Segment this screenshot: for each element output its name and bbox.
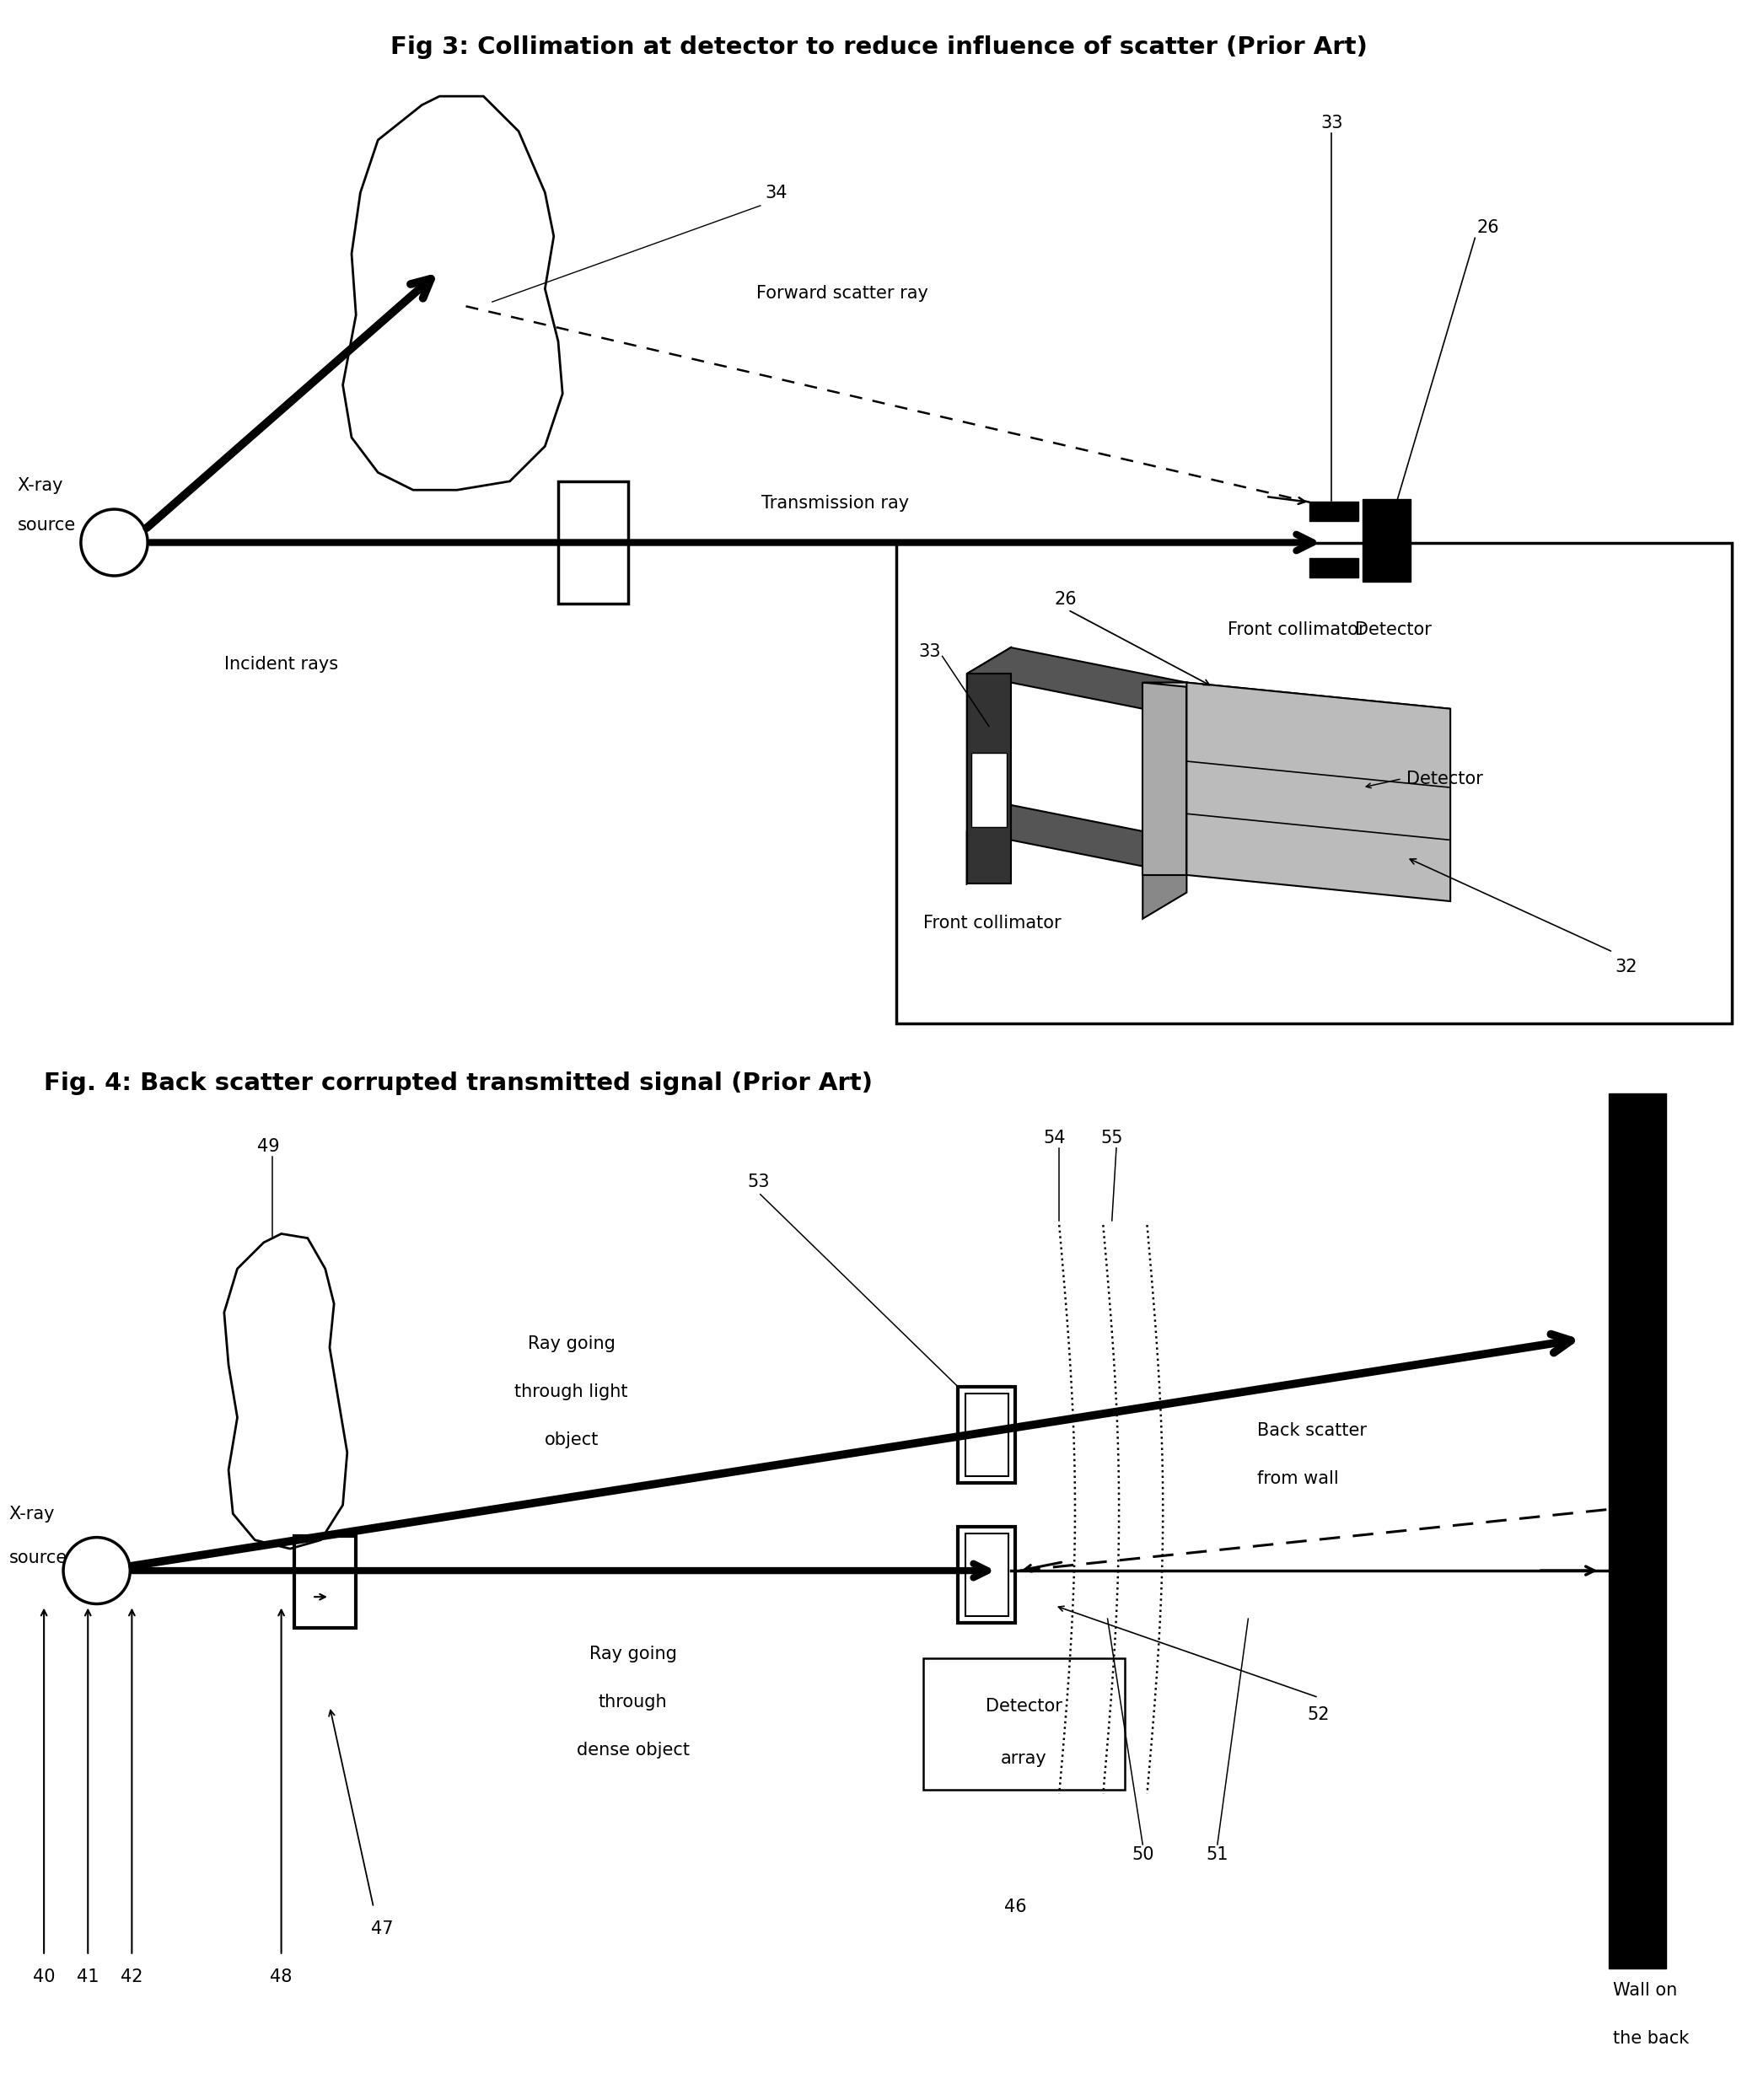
- Text: object: object: [545, 1432, 598, 1449]
- Text: 52: 52: [1308, 1705, 1329, 1724]
- Bar: [965, 1394, 1009, 1476]
- Text: 26: 26: [1477, 218, 1500, 237]
- Text: Ray going: Ray going: [589, 1646, 677, 1663]
- Polygon shape: [967, 647, 1187, 710]
- Text: 34: 34: [765, 185, 788, 202]
- Text: 53: 53: [747, 1174, 770, 1191]
- Text: Detector: Detector: [1355, 622, 1431, 638]
- Text: source: source: [18, 517, 76, 533]
- Polygon shape: [1143, 682, 1187, 920]
- Text: Front collimator: Front collimator: [923, 914, 1060, 930]
- Text: Detector: Detector: [986, 1697, 1062, 1716]
- Bar: [958, 1386, 1016, 1483]
- Text: array: array: [1000, 1749, 1048, 1768]
- Polygon shape: [1143, 682, 1450, 710]
- Bar: [965, 1533, 1009, 1617]
- Text: 41: 41: [77, 1970, 98, 1987]
- Text: X-ray: X-ray: [9, 1506, 54, 1523]
- Bar: [1609, 1094, 1667, 1970]
- Text: Back scatter: Back scatter: [1257, 1422, 1366, 1439]
- Bar: [1143, 682, 1187, 876]
- Text: Forward scatter ray: Forward scatter ray: [756, 286, 928, 302]
- Bar: [1310, 559, 1359, 578]
- Text: 42: 42: [121, 1970, 142, 1987]
- Text: 54: 54: [1044, 1130, 1065, 1147]
- Text: through: through: [598, 1695, 668, 1711]
- Text: Wall on: Wall on: [1614, 1982, 1677, 1999]
- Text: the back: the back: [1614, 2031, 1689, 2048]
- Text: 46: 46: [1004, 1898, 1027, 1915]
- Text: X-ray: X-ray: [18, 477, 63, 494]
- Text: Front collimator: Front collimator: [1227, 622, 1366, 638]
- Text: Transmission ray: Transmission ray: [761, 496, 909, 512]
- Bar: [897, 542, 1732, 1023]
- Text: 33: 33: [918, 643, 941, 659]
- Text: 50: 50: [1132, 1846, 1153, 1863]
- Polygon shape: [967, 647, 1011, 884]
- Text: Ray going: Ray going: [527, 1336, 615, 1352]
- Text: 51: 51: [1206, 1846, 1229, 1863]
- Text: Fig 3: Collimation at detector to reduce influence of scatter (Prior Art): Fig 3: Collimation at detector to reduce…: [390, 36, 1368, 59]
- Text: 48: 48: [271, 1970, 292, 1987]
- Bar: [923, 1659, 1125, 1789]
- Polygon shape: [967, 804, 1187, 865]
- Text: source: source: [9, 1550, 67, 1567]
- Bar: [1362, 498, 1412, 582]
- Bar: [559, 481, 629, 605]
- Text: Detector: Detector: [1406, 771, 1484, 788]
- Bar: [972, 752, 1007, 827]
- Text: 47: 47: [371, 1922, 394, 1938]
- Polygon shape: [967, 804, 1011, 884]
- Text: 32: 32: [1616, 958, 1637, 974]
- Text: dense object: dense object: [577, 1741, 689, 1760]
- Text: 49: 49: [257, 1138, 280, 1155]
- Text: 26: 26: [1055, 592, 1078, 609]
- Text: through light: through light: [515, 1384, 628, 1401]
- Text: Incident rays: Incident rays: [225, 655, 338, 674]
- Text: Fig. 4: Back scatter corrupted transmitted signal (Prior Art): Fig. 4: Back scatter corrupted transmitt…: [44, 1071, 872, 1096]
- Bar: [1310, 502, 1359, 521]
- Text: 33: 33: [1320, 113, 1343, 130]
- Text: 40: 40: [33, 1970, 54, 1987]
- Bar: [295, 1535, 355, 1628]
- Text: from wall: from wall: [1257, 1470, 1338, 1487]
- Text: 55: 55: [1101, 1130, 1123, 1147]
- Bar: [967, 674, 1011, 884]
- Polygon shape: [1187, 682, 1450, 901]
- Bar: [958, 1527, 1016, 1623]
